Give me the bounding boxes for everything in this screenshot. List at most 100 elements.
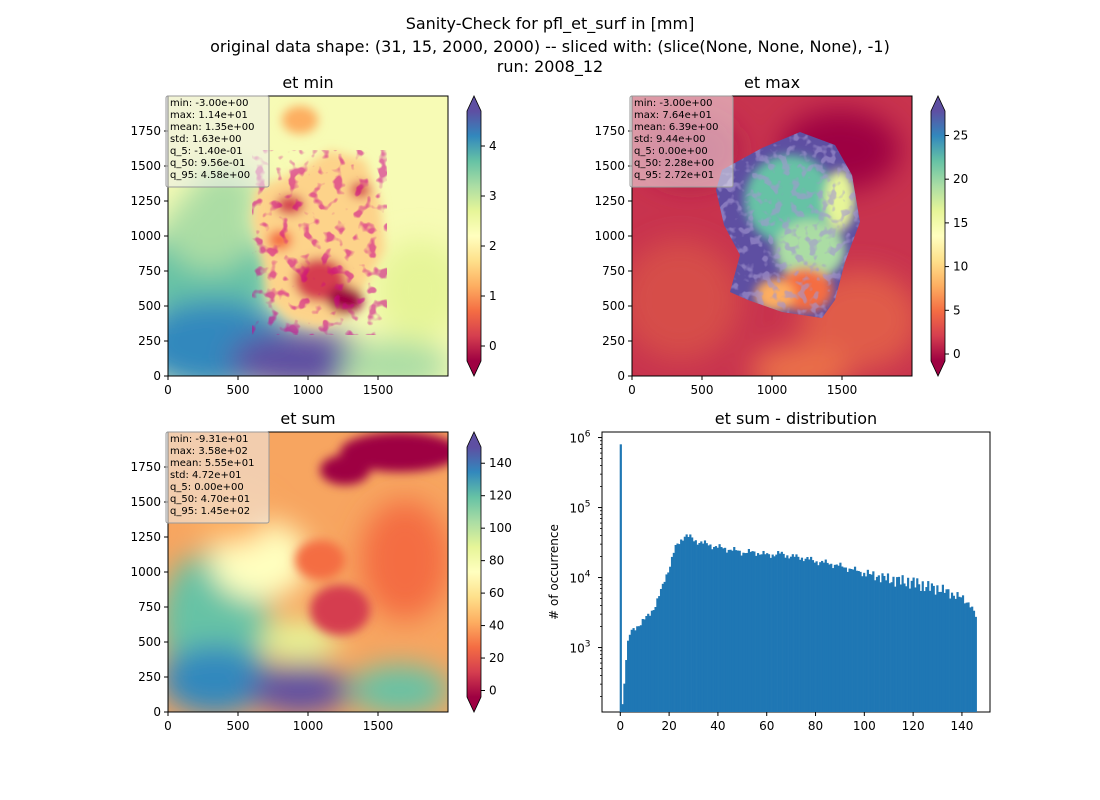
histogram-bar <box>733 547 736 712</box>
histogram-bar <box>645 615 648 712</box>
et-min-xtick-label: 1000 <box>293 383 324 397</box>
histogram-bar <box>848 568 851 712</box>
et-min-stat-line: min: -3.00e+00 <box>170 98 249 109</box>
et-sum-stat-line: q_95: 1.45e+02 <box>170 506 250 517</box>
histogram-bar <box>725 552 729 712</box>
histogram-xtick-label: 40 <box>710 719 725 733</box>
et-min-xtick-label: 1500 <box>363 383 394 397</box>
histogram-bar <box>788 558 791 712</box>
et-sum-stat-line: std: 4.72e+01 <box>170 470 242 481</box>
histogram-bar <box>824 559 827 712</box>
histogram-bar <box>842 567 846 712</box>
histogram-bar <box>762 550 765 712</box>
et-min-xtick-label: 500 <box>227 383 250 397</box>
histogram-bar <box>791 554 794 712</box>
histogram-bar <box>780 551 783 712</box>
et-sum-cbar-tick-label: 120 <box>489 489 512 503</box>
et-sum-cbar-tick-label: 140 <box>489 456 512 470</box>
histogram-bar <box>777 551 780 712</box>
histogram-bar <box>636 626 639 712</box>
histogram-title: et sum - distribution <box>715 409 877 428</box>
et-sum-xtick-label: 1500 <box>363 719 394 733</box>
histogram-bar <box>793 556 796 712</box>
et-min-stat-line: mean: 1.35e+00 <box>170 122 254 133</box>
histogram-bar <box>698 542 701 712</box>
histogram-bar <box>692 541 696 712</box>
histogram-bar <box>667 572 670 712</box>
et-max-stat-line: q_5: 0.00e+00 <box>634 146 708 157</box>
histogram-bar <box>648 615 652 712</box>
et-sum-stats-bg <box>165 431 270 524</box>
histogram-bar <box>669 566 672 712</box>
histogram-ytick-label: 103 <box>569 640 590 656</box>
histogram-bar <box>954 598 957 712</box>
colorbar-et-sum <box>466 431 482 713</box>
histogram-bar <box>769 557 772 712</box>
et-max-stat-line: q_95: 2.72e+01 <box>634 170 714 181</box>
histogram-xtick-label: 100 <box>853 719 876 733</box>
histogram-bar <box>804 558 807 712</box>
histogram-bar <box>784 557 787 712</box>
histogram-bar <box>879 582 882 712</box>
histogram-bar <box>647 613 650 712</box>
histogram-bar <box>711 549 714 712</box>
histogram-bar <box>745 552 749 712</box>
et-min-ytick-label: 0 <box>153 369 161 383</box>
et-min-cbar-tick-label: 1 <box>489 289 497 303</box>
histogram-bar <box>885 580 888 712</box>
histogram-bar <box>729 549 732 712</box>
histogram-bar <box>888 583 891 712</box>
histogram-ytick-label: 106 <box>569 430 590 446</box>
histogram-bar <box>709 544 712 712</box>
histogram-bar <box>643 619 646 712</box>
histogram-bar <box>720 547 723 712</box>
histogram-bar <box>830 563 833 712</box>
histogram-bar <box>892 576 895 712</box>
histogram-bar <box>718 544 721 712</box>
histogram-bar <box>974 616 977 712</box>
histogram-bar <box>713 546 716 712</box>
histogram-bar <box>771 554 774 712</box>
histogram-bar <box>960 597 963 712</box>
histogram-bar <box>903 583 906 712</box>
histogram-bar <box>969 607 972 712</box>
histogram-bar <box>676 543 679 712</box>
histogram-bar <box>907 577 910 712</box>
et-sum-stat-line: q_50: 4.70e+01 <box>170 494 250 505</box>
histogram-bar <box>850 569 853 712</box>
figure-title: Sanity-Check for pfl_et_surf in [mm] <box>405 14 695 33</box>
histogram-bar <box>656 598 659 712</box>
histogram-bar <box>837 565 840 712</box>
et-sum-ytick-label: 1250 <box>130 530 161 544</box>
histogram-bar <box>897 576 901 712</box>
histogram-bar <box>806 556 809 712</box>
histogram-bar <box>875 576 879 712</box>
histogram-bar <box>927 581 930 712</box>
et-sum-cbar-tick-label: 100 <box>489 521 512 535</box>
et-sum-cbar-tick-label: 40 <box>489 619 504 633</box>
et-sum-cbar-tick-label: 20 <box>489 651 504 665</box>
histogram-bar <box>934 594 937 712</box>
histogram-bar <box>846 571 849 712</box>
histogram-bar <box>936 585 939 712</box>
et-max-ytick-label: 250 <box>602 334 625 348</box>
histogram-bar <box>861 576 864 712</box>
et-max-stats-bg <box>629 95 734 188</box>
histogram-bar <box>886 573 890 712</box>
histogram-bar <box>700 541 703 712</box>
histogram-bar <box>905 586 908 712</box>
histogram-bar <box>943 592 946 712</box>
et-max-title: et max <box>744 73 800 92</box>
histogram-bar <box>661 583 664 712</box>
et-max-ytick-label: 750 <box>602 264 625 278</box>
histogram-bar <box>767 554 771 712</box>
histogram-bar <box>939 591 943 712</box>
histogram-bar <box>961 595 965 712</box>
histogram-bar <box>841 566 844 712</box>
histogram-bar <box>863 572 866 712</box>
et-min-cbar-tick-label: 0 <box>489 339 497 353</box>
histogram-bar <box>925 587 928 712</box>
histogram-xtick-label: 20 <box>661 719 676 733</box>
histogram-bar <box>634 630 637 712</box>
histogram-bar <box>680 539 683 712</box>
